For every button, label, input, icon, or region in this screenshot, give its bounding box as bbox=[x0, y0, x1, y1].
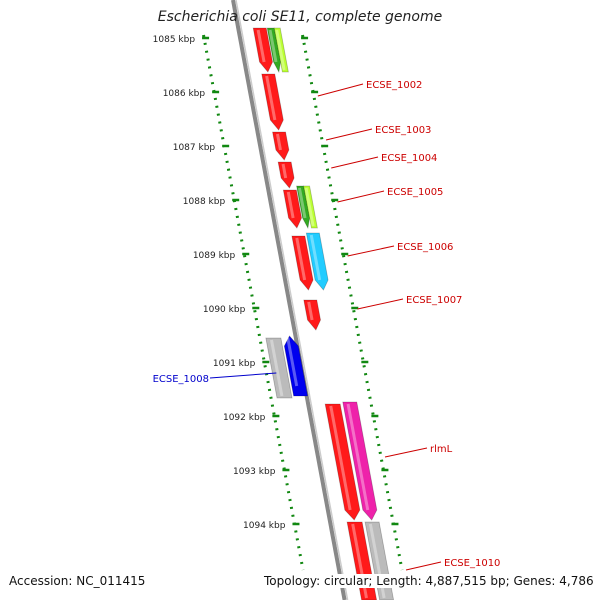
gene-label: ECSE_1004 bbox=[381, 153, 437, 164]
label-leader bbox=[337, 190, 385, 203]
gene-label: ECSE_1005 bbox=[387, 187, 443, 198]
label-leader bbox=[317, 83, 364, 97]
tick-label: 1092 kbp bbox=[223, 413, 266, 423]
gene-cyan-shine bbox=[309, 234, 322, 281]
gene-red bbox=[277, 161, 295, 189]
gene-green-shine bbox=[297, 187, 307, 219]
tick-label: 1091 kbp bbox=[213, 359, 256, 369]
gene-lime-shine bbox=[275, 29, 286, 71]
gene-red-shine bbox=[329, 405, 352, 511]
label-leader bbox=[347, 245, 395, 257]
gene-red-shine bbox=[256, 29, 266, 63]
gene-red bbox=[272, 131, 290, 161]
genome-summary: Topology: circular; Length: 4,887,515 bp… bbox=[262, 574, 594, 588]
genome-backbone-highlight bbox=[235, 0, 349, 600]
gene-green bbox=[266, 27, 281, 74]
gene-red-shine bbox=[307, 301, 314, 321]
gene-lime bbox=[273, 27, 289, 73]
label-leader bbox=[331, 156, 379, 169]
gene-green bbox=[296, 185, 310, 230]
gene-lime-shine bbox=[304, 187, 315, 227]
gene-red-shine bbox=[286, 191, 295, 219]
gene-label: ECSE_1006 bbox=[397, 242, 453, 253]
tick-label: 1090 kbp bbox=[203, 305, 246, 315]
gene-label: ECSE_1002 bbox=[366, 80, 422, 91]
gene-red-shine bbox=[275, 133, 282, 151]
gene-red bbox=[324, 403, 361, 521]
gene-blue bbox=[283, 335, 309, 397]
tick-label: 1088 kbp bbox=[183, 197, 226, 207]
accession-text: Accession: NC_011415 bbox=[9, 574, 146, 588]
tick-label: 1093 kbp bbox=[233, 467, 276, 477]
gene-magenta-shine bbox=[346, 403, 370, 511]
gene-magenta bbox=[342, 401, 378, 521]
gene-gray bbox=[265, 337, 293, 399]
tick-label: 1087 kbp bbox=[173, 143, 216, 153]
tick-label: 1094 kbp bbox=[243, 521, 286, 531]
ruler-left-dotted bbox=[202, 34, 305, 571]
label-leader bbox=[209, 372, 277, 379]
gene-red bbox=[282, 189, 302, 229]
gene-red bbox=[303, 299, 321, 331]
gene-red-shine bbox=[265, 75, 277, 121]
gene-red bbox=[261, 73, 284, 131]
gene-red bbox=[291, 235, 314, 291]
gene-red-shine bbox=[281, 163, 288, 179]
gene-blue-shine bbox=[286, 337, 299, 387]
tick-label: 1085 kbp bbox=[153, 35, 196, 45]
label-leader bbox=[357, 298, 404, 310]
map-title: Escherichia coli SE11, complete genome bbox=[157, 9, 443, 25]
label-leader bbox=[405, 561, 442, 571]
label-leader bbox=[325, 128, 373, 141]
gene-label: rlmL bbox=[430, 444, 453, 455]
gene-green-shine bbox=[268, 29, 278, 63]
gene-label: ECSE_1003 bbox=[375, 125, 431, 136]
label-leader bbox=[384, 447, 428, 458]
tick-label: 1089 kbp bbox=[193, 251, 236, 261]
gene-red-shine bbox=[295, 237, 307, 281]
gene-lime bbox=[303, 185, 318, 229]
gene-label: ECSE_1010 bbox=[444, 558, 500, 569]
gene-label: ECSE_1008 bbox=[153, 374, 209, 385]
gene-label: ECSE_1007 bbox=[406, 295, 462, 306]
genome-backbone bbox=[231, 0, 347, 600]
gene-cyan bbox=[305, 232, 329, 291]
gene-gray-shine bbox=[270, 339, 284, 397]
gene-red bbox=[252, 27, 273, 73]
ruler-right-dotted bbox=[301, 34, 404, 571]
tick-label: 1086 kbp bbox=[163, 89, 206, 99]
